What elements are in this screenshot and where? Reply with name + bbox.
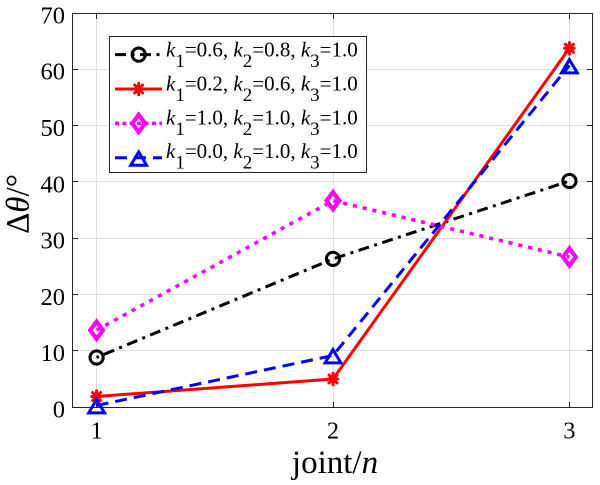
svg-text:60: 60 bbox=[41, 59, 66, 86]
svg-text:joint/n: joint/n bbox=[291, 445, 378, 481]
svg-text:k1=0.2, k2=0.6, k3=1.0: k1=0.2, k2=0.6, k3=1.0 bbox=[166, 72, 358, 107]
svg-text:k1=1.0, k2=1.0, k3=1.0: k1=1.0, k2=1.0, k3=1.0 bbox=[166, 105, 358, 140]
svg-text:30: 30 bbox=[41, 228, 66, 255]
svg-text:50: 50 bbox=[41, 115, 66, 142]
svg-text:40: 40 bbox=[41, 171, 66, 198]
svg-text:20: 20 bbox=[41, 284, 66, 311]
svg-text:3: 3 bbox=[563, 417, 575, 444]
svg-text:2: 2 bbox=[327, 417, 339, 444]
svg-text:k1=0.0, k2=1.0, k3=1.0: k1=0.0, k2=1.0, k3=1.0 bbox=[166, 139, 358, 174]
svg-text:70: 70 bbox=[41, 2, 66, 29]
svg-text:1: 1 bbox=[90, 417, 102, 444]
svg-text:Δθ/°: Δθ/° bbox=[1, 174, 37, 234]
svg-text:k1=0.6, k2=0.8, k3=1.0: k1=0.6, k2=0.8, k3=1.0 bbox=[166, 38, 358, 72]
svg-text:10: 10 bbox=[41, 340, 66, 367]
svg-text:0: 0 bbox=[53, 396, 65, 423]
